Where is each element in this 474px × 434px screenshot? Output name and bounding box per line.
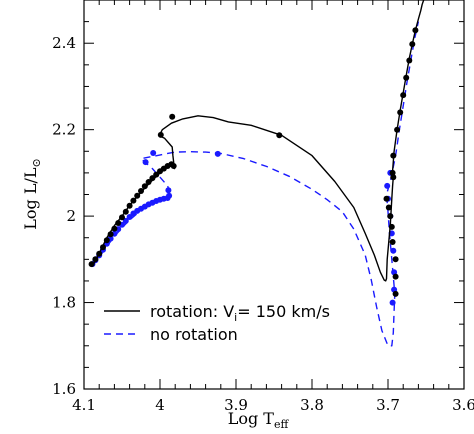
series-marker-rotation (88, 261, 95, 268)
series-marker-rotation (103, 237, 110, 244)
x-tick-label: 4 (155, 396, 165, 414)
series-marker-rotation (111, 225, 118, 232)
series-marker-norotation (389, 299, 396, 306)
series-marker-rotation (389, 239, 396, 245)
x-tick-label: 4.1 (72, 396, 96, 414)
legend-rotation-subscript: i (234, 311, 237, 324)
tick-labels: 4.1 4 3.9 3.8 3.7 3.6 1.6 1.8 2 2.2 2.4 (52, 34, 474, 414)
series-marker-norotation (214, 150, 221, 157)
series-marker-rotation (138, 188, 144, 194)
series-marker-rotation (107, 231, 114, 238)
series-marker-rotation (388, 223, 395, 230)
series-marker-norotation (126, 214, 133, 220)
y-tick-label: 2 (66, 207, 76, 225)
series-marker-rotation (387, 213, 394, 220)
series-marker-rotation (390, 152, 397, 159)
x-axis-title-subscript: eff (274, 418, 290, 431)
x-axis-title: Log Teff (228, 409, 290, 431)
y-tick-label: 2.4 (52, 34, 76, 52)
series-marker-rotation (92, 256, 99, 263)
x-tick-label: 3.9 (224, 396, 248, 414)
series-marker-rotation (96, 250, 103, 257)
series-marker-rotation (392, 290, 399, 297)
series-marker-rotation (276, 132, 283, 139)
series-layer (88, 0, 425, 347)
legend-rotation-name: rotation: V (150, 302, 234, 321)
y-axis-title-subscript: ⊙ (30, 158, 43, 167)
series-marker-norotation (150, 150, 157, 156)
plot-frame (83, 0, 465, 390)
x-tick-label: 3.7 (376, 396, 400, 414)
series-marker-rotation (400, 92, 407, 99)
series-marker-rotation (141, 183, 148, 190)
series-marker-rotation (392, 256, 399, 263)
series-marker-norotation (142, 159, 149, 166)
legend-norotation-label: no rotation (150, 325, 238, 344)
series-marker-rotation (409, 41, 416, 48)
series-marker-rotation (403, 74, 410, 81)
y-axis-title-main: Log L/L (21, 167, 40, 230)
y-tick-label: 1.8 (52, 294, 76, 312)
series-marker-rotation (394, 126, 401, 133)
series-marker-rotation (385, 204, 392, 211)
series-marker-rotation (145, 179, 152, 185)
series-marker-rotation (119, 214, 125, 221)
series-marker-rotation (412, 27, 419, 34)
y-tick-label: 2.2 (52, 121, 76, 139)
legend: rotation: Vi= 150 km/s no rotation (104, 302, 330, 344)
series-marker-norotation (390, 247, 397, 254)
x-tick-label: 3.8 (300, 396, 324, 414)
series-marker-rotation (115, 220, 122, 226)
series-marker-rotation (397, 109, 404, 116)
y-axis-title: Log L/L⊙ (21, 158, 43, 229)
series-marker-rotation (157, 131, 164, 138)
series-marker-norotation (384, 182, 391, 189)
series-marker-rotation (149, 175, 156, 182)
series-marker-rotation (100, 244, 106, 251)
series-marker-rotation (389, 169, 396, 176)
series-marker-rotation (126, 202, 133, 209)
series-marker-norotation (166, 192, 173, 199)
tick-marks (83, 0, 465, 390)
series-marker-rotation (170, 163, 177, 169)
legend-rotation-suffix: = 150 km/s (237, 302, 330, 321)
series-marker-rotation (169, 113, 176, 120)
series-marker-rotation (130, 197, 137, 204)
series-marker-norotation (165, 187, 172, 194)
series-line-rotation (93, 0, 425, 282)
x-axis-title-main: Log T (228, 409, 275, 428)
series-marker-rotation (406, 57, 413, 64)
series-marker-rotation (122, 208, 129, 215)
series-marker-rotation (134, 192, 141, 199)
series-marker-norotation (122, 217, 129, 224)
series-line-norotation (91, 21, 420, 347)
legend-rotation-label: rotation: Vi= 150 km/s (150, 302, 330, 324)
y-tick-label: 1.6 (52, 380, 76, 398)
series-marker-rotation (383, 195, 390, 202)
series-marker-rotation (392, 273, 399, 280)
x-tick-label: 3.6 (452, 396, 474, 414)
